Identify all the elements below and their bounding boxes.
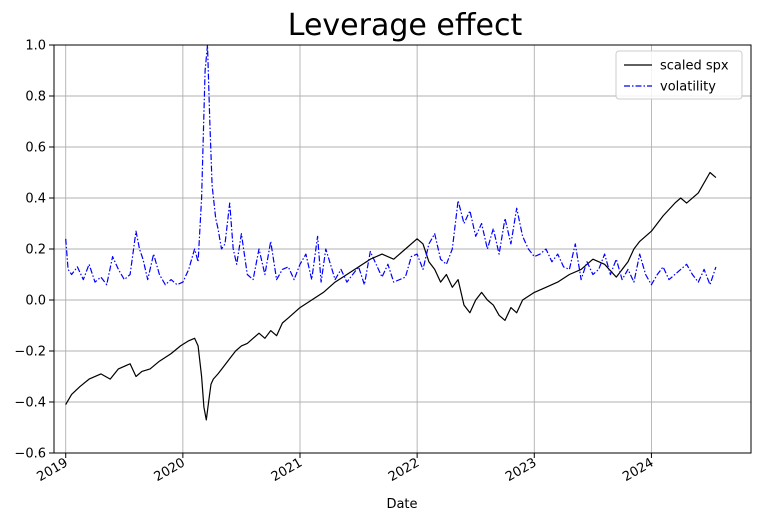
y-axis: −0.6 −0.4 −0.2 0.0 0.2 0.4 0.6 0.8 1.0 — [14, 39, 54, 462]
y-tick-label: 0.4 — [25, 192, 46, 207]
legend-label: volatility — [660, 80, 716, 95]
y-tick-label: −0.4 — [14, 396, 46, 411]
series-line-volatility — [65, 45, 717, 286]
legend-label: scaled spx — [660, 59, 729, 74]
y-tick-label: −0.2 — [14, 345, 46, 360]
x-tick-label: 2020 — [152, 455, 188, 485]
x-axis-label: Date — [386, 497, 417, 512]
series-line-scaled-spx — [65, 171, 717, 421]
x-axis: 2019 2020 2021 2022 2023 2024 — [35, 453, 656, 485]
y-tick-label: 0.2 — [25, 243, 46, 258]
x-tick-label: 2021 — [269, 455, 305, 485]
plot-area — [65, 45, 717, 421]
legend: scaled spx volatility — [615, 50, 743, 100]
x-tick-label: 2022 — [386, 455, 422, 485]
y-tick-label: −0.6 — [14, 447, 46, 462]
y-tick-label: 0.0 — [25, 294, 46, 309]
grid — [54, 44, 751, 454]
y-tick-label: 0.6 — [25, 141, 46, 156]
x-tick-label: 2023 — [503, 455, 539, 485]
y-tick-label: 1.0 — [25, 39, 46, 54]
y-tick-label: 0.8 — [25, 90, 46, 105]
x-tick-label: 2024 — [620, 455, 656, 485]
legend-box — [615, 50, 743, 100]
chart-title: Leverage effect — [288, 8, 523, 43]
